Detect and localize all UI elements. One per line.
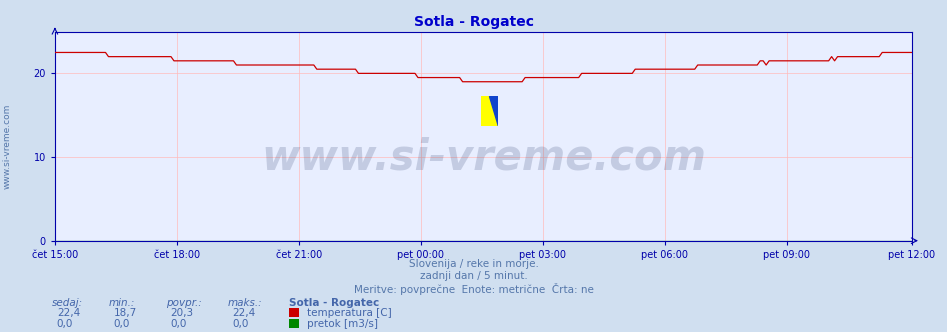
Text: temperatura [C]: temperatura [C] — [307, 308, 391, 318]
Text: 0,0: 0,0 — [114, 319, 130, 329]
Text: 22,4: 22,4 — [57, 308, 80, 318]
Text: zadnji dan / 5 minut.: zadnji dan / 5 minut. — [420, 271, 527, 281]
Text: Slovenija / reke in morje.: Slovenija / reke in morje. — [408, 259, 539, 269]
Text: Sotla - Rogatec: Sotla - Rogatec — [414, 15, 533, 29]
Text: sedaj:: sedaj: — [52, 298, 83, 308]
Text: 20,3: 20,3 — [170, 308, 193, 318]
Text: pretok [m3/s]: pretok [m3/s] — [307, 319, 378, 329]
Text: Meritve: povprečne  Enote: metrične  Črta: ne: Meritve: povprečne Enote: metrične Črta:… — [353, 283, 594, 294]
Text: www.si-vreme.com: www.si-vreme.com — [261, 136, 706, 178]
Text: min.:: min.: — [109, 298, 135, 308]
Polygon shape — [481, 96, 498, 125]
Text: www.si-vreme.com: www.si-vreme.com — [3, 103, 12, 189]
Text: povpr.:: povpr.: — [166, 298, 202, 308]
Text: maks.:: maks.: — [227, 298, 262, 308]
Text: Sotla - Rogatec: Sotla - Rogatec — [289, 298, 379, 308]
Text: 18,7: 18,7 — [114, 308, 137, 318]
Text: 0,0: 0,0 — [170, 319, 187, 329]
Polygon shape — [490, 96, 498, 125]
Text: 0,0: 0,0 — [232, 319, 248, 329]
Text: 22,4: 22,4 — [232, 308, 256, 318]
Text: 0,0: 0,0 — [57, 319, 73, 329]
